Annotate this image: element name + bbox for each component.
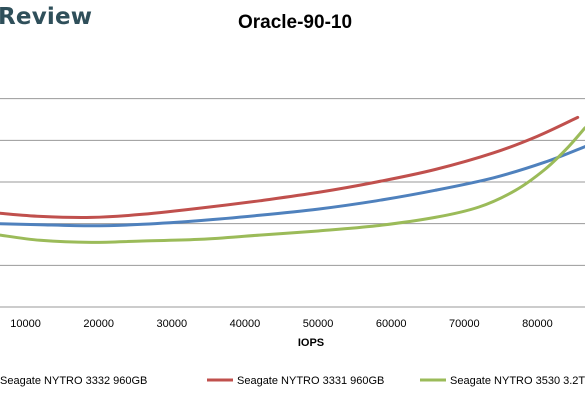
legend: Seagate NYTRO 3332 960GB Seagate NYTRO 33… — [0, 375, 585, 387]
x-tick-label: 50000 — [303, 318, 334, 330]
brand-logo-text: Review — [0, 4, 93, 30]
x-tick-label: 40000 — [230, 318, 261, 330]
legend-label: Seagate NYTRO 3331 960GB — [237, 375, 384, 387]
x-tick-label: 70000 — [449, 318, 480, 330]
legend-item-2: Seagate NYTRO 3331 960GB — [207, 375, 384, 387]
series-line-1 — [0, 145, 585, 228]
x-tick-label: 30000 — [157, 318, 188, 330]
legend-label: Seagate NYTRO 3530 3.2T — [450, 375, 585, 387]
x-tick-label: 60000 — [376, 318, 407, 330]
x-tick-label: 20000 — [83, 318, 114, 330]
legend-item-3: Seagate NYTRO 3530 3.2T — [420, 375, 585, 387]
x-tick-label: 80000 — [522, 318, 553, 330]
legend-label: Seagate NYTRO 3332 960GB — [0, 375, 147, 387]
series-line-2 — [0, 115, 580, 220]
legend-item-1: Seagate NYTRO 3332 960GB — [0, 375, 147, 387]
series-lines — [0, 115, 585, 244]
gridlines — [0, 98, 585, 308]
x-axis-ticks: 10000 20000 30000 40000 50000 60000 70000 80000 — [10, 318, 552, 330]
x-axis-label: IOPS — [298, 337, 324, 349]
chart-title: Oracle-90-10 — [237, 12, 353, 33]
x-tick-label: 10000 — [10, 318, 41, 330]
series-line-3 — [0, 126, 585, 244]
